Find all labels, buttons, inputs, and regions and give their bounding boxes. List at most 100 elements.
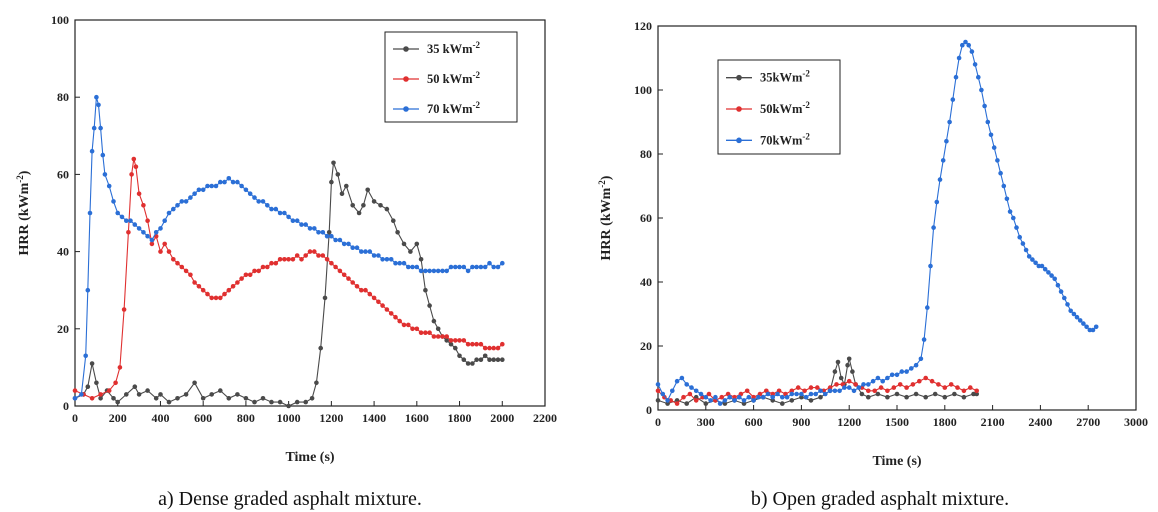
data-point [98,125,103,131]
data-point [158,249,163,254]
data-point [72,388,78,393]
data-point [1007,209,1013,214]
data-point [1090,327,1096,333]
data-point [947,119,952,125]
data-point [435,268,441,274]
y-axis-label: HRR (kWm-2) [15,170,32,255]
data-point [322,295,328,301]
data-point [252,268,257,274]
data-point [684,401,689,406]
data-point [111,199,116,204]
y-tick-label: 100 [51,13,69,27]
data-point [918,356,924,362]
data-point [286,214,291,220]
data-point [703,394,709,400]
data-point [465,341,471,347]
data-point [799,394,804,400]
data-point [482,345,488,351]
data-point [435,326,441,332]
data-point [359,287,364,293]
data-point [789,391,795,397]
data-point [277,399,283,405]
data-point [418,257,424,262]
data-point [226,176,232,181]
data-point [133,164,139,169]
data-point [1055,282,1061,288]
x-tick-label: 600 [745,415,763,429]
data-point [312,226,317,231]
data-point [145,218,150,223]
data-point [851,388,857,394]
data-point [719,394,724,400]
data-point [136,226,142,231]
y-tick-label: 20 [640,339,652,353]
data-point [395,230,400,235]
data-point [780,401,785,406]
data-point [461,264,467,270]
data-point [119,214,125,220]
data-point [171,257,176,262]
data-point [94,380,99,386]
data-point [963,39,968,45]
data-point [200,396,206,401]
data-point [487,260,492,266]
x-tick-label: 200 [109,411,127,425]
data-point [799,391,804,397]
data-point [1065,302,1070,307]
data-point [491,357,497,363]
data-point [91,125,97,131]
data-point [273,206,279,212]
data-point [937,177,943,182]
data-point [303,253,309,258]
data-point [435,334,441,339]
data-point [393,314,398,320]
data-point [969,49,975,54]
data-point [209,295,214,301]
data-point [1030,257,1035,262]
data-point [380,257,385,262]
data-point [655,388,661,394]
data-point [818,394,823,400]
x-tick-label: 1500 [885,415,909,429]
data-point [303,399,309,405]
x-tick-label: 1400 [362,411,386,425]
data-point [925,305,930,310]
data-point [166,210,172,216]
data-point [880,378,885,384]
data-point [320,230,326,235]
data-point [823,391,828,397]
data-point [299,222,304,227]
data-point [391,218,396,223]
data-point [737,394,742,400]
data-point [183,392,189,397]
data-point [842,385,847,390]
data-point [294,253,300,258]
data-point [1039,263,1045,269]
data-point [474,264,479,270]
data-point [162,241,167,247]
data-point [414,241,420,247]
data-point [972,62,978,67]
data-point [129,172,134,177]
data-point [205,183,210,189]
data-point [341,241,347,247]
data-point [889,372,895,378]
data-point [406,264,411,270]
data-point [440,334,445,339]
data-point [917,378,922,384]
data-point [803,394,809,400]
data-point [693,394,699,400]
data-point [859,391,865,397]
data-point [1049,273,1054,278]
data-point [192,380,197,386]
data-point [950,97,956,102]
data-point [423,268,428,274]
data-point [706,391,712,397]
data-point [121,307,127,312]
data-point [410,326,415,332]
data-point [693,388,699,394]
data-point [461,357,467,363]
data-point [363,249,368,254]
data-point [423,330,428,336]
data-point [913,362,919,368]
